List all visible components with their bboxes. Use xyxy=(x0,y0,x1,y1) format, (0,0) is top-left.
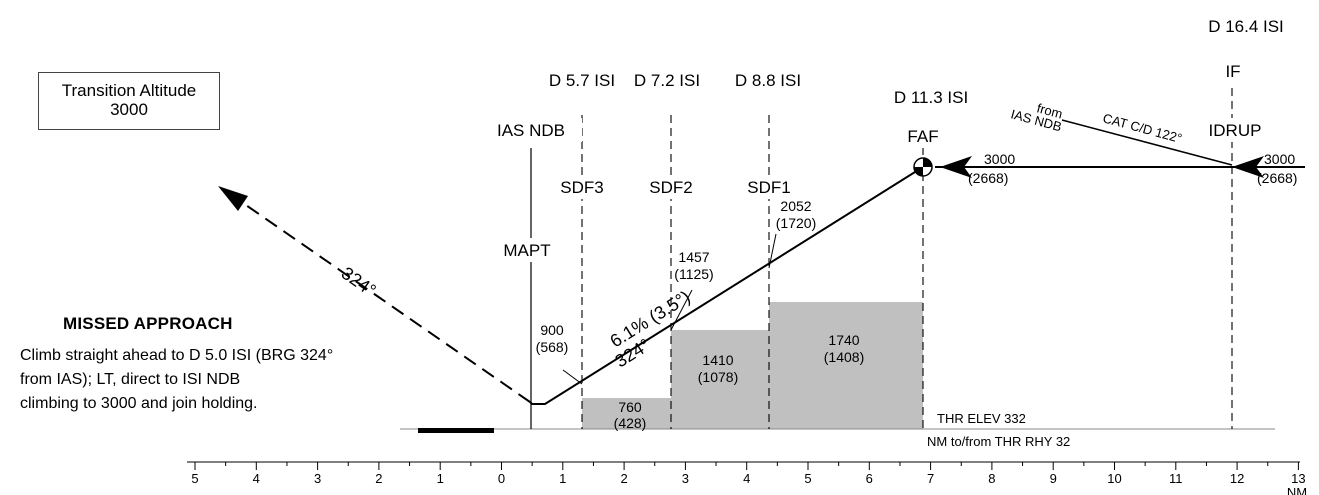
scale-tick-label: 4 xyxy=(253,471,260,486)
if-alt: 3000 xyxy=(1264,151,1295,167)
scale-tick-label: 7 xyxy=(927,471,934,486)
if-height: (2668) xyxy=(1257,170,1297,186)
scale-tick-label: 3 xyxy=(314,471,321,486)
missed-approach-line: from IAS); LT, direct to ISI NDB xyxy=(20,371,241,388)
path-900-height: (568) xyxy=(536,339,569,355)
scale-tick-label: 5 xyxy=(804,471,811,486)
faf-dme-label: D 11.3 ISI xyxy=(894,88,968,107)
sdf3-label: SDF3 xyxy=(560,178,603,197)
if-arrowhead xyxy=(1232,156,1264,178)
scale-tick-label: 5 xyxy=(191,471,198,486)
obstacle-sdf1-height: (1408) xyxy=(824,349,864,365)
path-2052-height: (1720) xyxy=(776,215,816,231)
path-1457-alt: 1457 xyxy=(678,249,709,265)
sdf1-label: SDF1 xyxy=(747,178,790,197)
scale-tick-label: 10 xyxy=(1107,471,1121,486)
scale-tick-label: 11 xyxy=(1169,471,1183,486)
leader-2052 xyxy=(768,233,777,269)
missed-track-label: 324° xyxy=(338,263,380,301)
scale-tick-label: 2 xyxy=(620,471,627,486)
runway xyxy=(418,428,494,433)
distance-scale-ticks: 5 4 3 2 1 0 1 2 3 4 5 6 7 8 9 10 11 12 13 xyxy=(191,462,1306,486)
path-1457-height: (1125) xyxy=(674,266,713,282)
scale-tick-label: 2 xyxy=(375,471,382,486)
missed-approach-path xyxy=(229,193,531,403)
leader-1457 xyxy=(670,289,693,331)
missed-approach-text: Climb straight ahead to D 5.0 ISI (BRG 3… xyxy=(20,344,440,416)
scale-tick-label: 4 xyxy=(743,471,750,486)
idrup-label: IDRUP xyxy=(1209,121,1262,140)
scale-tick-label: 1 xyxy=(437,471,444,486)
sdf2-label: SDF2 xyxy=(649,178,692,197)
path-900-alt: 900 xyxy=(540,322,564,338)
scale-tick-label: 1 xyxy=(559,471,566,486)
faf-arrowhead xyxy=(940,156,972,178)
scale-tick-label: 6 xyxy=(866,471,873,486)
obstacle-sdf2-height: (1078) xyxy=(698,369,738,385)
sdf2-dme-label: D 7.2 ISI xyxy=(634,71,700,90)
obstacle-sdf1-alt: 1740 xyxy=(828,332,859,348)
missed-approach-line: climbing to 3000 and join holding. xyxy=(20,395,258,412)
scale-tick-label: 9 xyxy=(1050,471,1057,486)
sdf1-dme-label: D 8.8 ISI xyxy=(735,71,801,90)
obstacle-block-sdf1 xyxy=(769,302,923,429)
missed-approach-arrowhead xyxy=(218,186,248,211)
if-dme-label: D 16.4 ISI xyxy=(1208,17,1284,36)
obstacle-block-sdf2 xyxy=(671,330,769,429)
entry-from-label: from xyxy=(1035,100,1064,121)
thr-elev-label: THR ELEV 332 xyxy=(937,411,1026,426)
obstacle-sdf2-alt: 1410 xyxy=(702,352,733,368)
obstacle-sdf3-alt: 760 xyxy=(618,399,642,415)
scale-tick-label: 3 xyxy=(682,471,689,486)
nm-unit-label: NM xyxy=(1287,485,1307,495)
faf-height: (2668) xyxy=(968,170,1008,186)
scale-tick-label: 0 xyxy=(498,471,505,486)
missed-approach-line: Climb straight ahead to D 5.0 ISI (BRG 3… xyxy=(20,347,334,364)
faf-label: FAF xyxy=(907,127,938,146)
obstacle-block-sdf3 xyxy=(582,398,671,429)
ndb-label: IAS NDB xyxy=(497,121,565,140)
transition-altitude-box: Transition Altitude 3000 xyxy=(38,72,220,130)
missed-approach-title: MISSED APPROACH xyxy=(63,314,233,333)
leader-900 xyxy=(562,369,583,385)
sdf3-dme-label: D 5.7 ISI xyxy=(549,71,615,90)
faf-alt: 3000 xyxy=(984,151,1015,167)
transition-altitude-value: 3000 xyxy=(110,100,148,119)
scale-tick-label: 12 xyxy=(1230,471,1244,486)
scale-tick-label: 13 xyxy=(1291,471,1305,486)
if-label: IF xyxy=(1225,62,1240,81)
mapt-label: MAPT xyxy=(503,241,550,260)
entry-track-line xyxy=(1061,119,1233,166)
path-2052-alt: 2052 xyxy=(780,198,811,214)
descent-path xyxy=(529,166,924,405)
nm-to-from-label: NM to/from THR RHY 32 xyxy=(927,434,1070,449)
scale-tick-label: 8 xyxy=(988,471,995,486)
transition-altitude-title: Transition Altitude xyxy=(61,81,197,100)
obstacle-sdf3-height: (428) xyxy=(614,415,647,431)
faf-symbol xyxy=(913,157,933,177)
